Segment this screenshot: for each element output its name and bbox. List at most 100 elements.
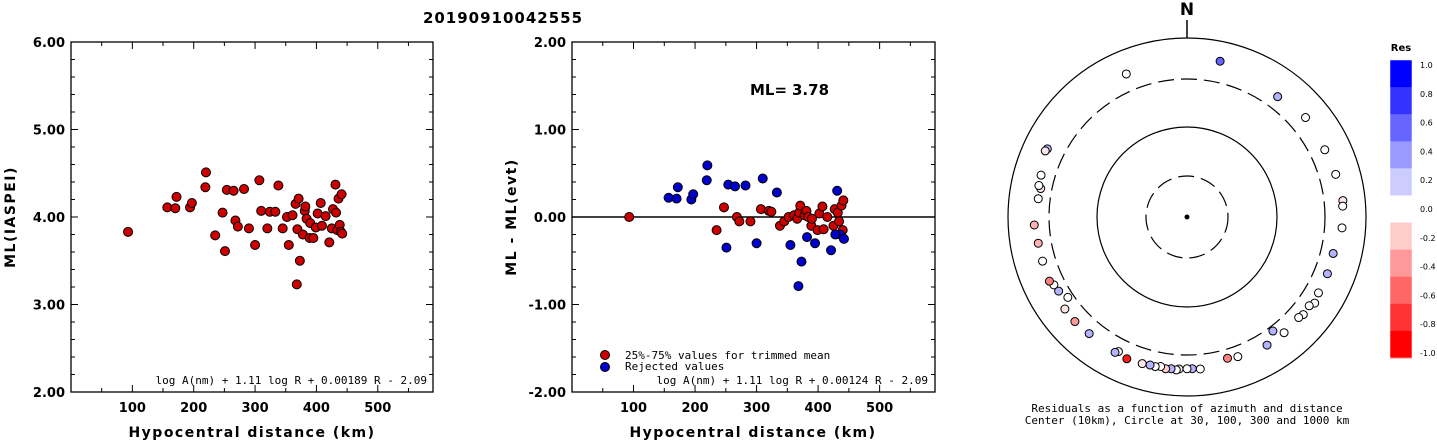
colorbar-cell (1390, 141, 1412, 169)
y-axis-label: ML(IASPEI) (3, 166, 19, 268)
data-point (316, 220, 327, 231)
legend-marker-trimmed (600, 350, 610, 360)
station-marker (1304, 301, 1314, 311)
data-point (283, 240, 294, 250)
data-point (232, 221, 243, 232)
station-marker (1036, 170, 1046, 180)
station-marker (1038, 256, 1048, 266)
data-point (730, 181, 741, 192)
data-point (308, 233, 319, 243)
station-marker (1034, 181, 1044, 191)
data-point (810, 238, 821, 249)
data-point (745, 216, 756, 227)
data-point (300, 201, 311, 212)
data-point (123, 226, 134, 237)
colorbar-cell (1390, 330, 1412, 359)
y-tick-label: 0.00 (534, 211, 566, 226)
data-point (817, 201, 828, 212)
data-point (838, 233, 849, 244)
data-point (771, 187, 782, 198)
data-point (324, 237, 335, 248)
legend-label-trimmed: 25%-75% values for trimmed mean (625, 349, 830, 362)
station-marker (1331, 169, 1341, 179)
data-point (830, 229, 841, 240)
colorbar-cell (1390, 87, 1412, 115)
epicenter-dot (1184, 214, 1190, 220)
station-marker (1044, 276, 1054, 286)
colorbar-cell (1390, 195, 1412, 224)
data-point (818, 224, 829, 235)
station-marker (1273, 92, 1283, 102)
y-tick-label: 3.00 (33, 299, 65, 314)
data-point (806, 213, 817, 224)
data-point (337, 228, 348, 239)
data-point (330, 179, 341, 190)
colorbar-label: -0.2 (1420, 234, 1436, 243)
data-point (294, 255, 305, 266)
data-point (336, 189, 347, 200)
station-marker (1060, 304, 1070, 314)
x-axis-label: Hypocentral distance (km) (128, 425, 375, 441)
y-tick-label: 2.00 (534, 36, 566, 51)
data-point (315, 198, 326, 208)
station-marker (1268, 326, 1278, 336)
data-point (785, 240, 796, 250)
station-marker (1294, 313, 1304, 323)
y-tick-label: -1.00 (529, 299, 566, 314)
data-point (270, 206, 281, 217)
data-point (239, 184, 250, 194)
circle-30km (1145, 175, 1229, 259)
data-point (718, 202, 729, 213)
x-tick-label: 100 (620, 401, 647, 416)
data-point (287, 210, 298, 221)
figure-title: 20190910042555 (423, 9, 583, 27)
colorbar-label: -0.6 (1420, 291, 1436, 300)
data-point (688, 189, 699, 200)
x-axis-label: Hypocentral distance (km) (629, 425, 876, 441)
residual-polar-panel: N Residuals as a function of azimuth and… (1007, 0, 1367, 427)
circle-300km (1048, 78, 1326, 356)
circle-100km (1096, 126, 1278, 308)
station-marker (1033, 194, 1043, 204)
data-point (832, 185, 843, 196)
station-marker (1137, 359, 1147, 369)
station-marker (1121, 69, 1131, 79)
station-marker (1084, 329, 1094, 339)
data-point (210, 230, 221, 241)
colorbar-cell (1390, 249, 1412, 278)
colorbar-label: 0.8 (1420, 90, 1433, 99)
x-tick-label: 300 (743, 401, 770, 416)
colorbar-label: 0.6 (1420, 119, 1433, 128)
polar-caption-line1: Residuals as a function of azimuth and d… (1031, 402, 1342, 415)
residual-colorbar: Res 1.0 0.8 0.6 0.4 0.2 0.0 -0.2 -0.4 -0.6 -0.8 -1… (1389, 43, 1436, 359)
north-label: N (1180, 0, 1194, 20)
x-tick-label: 400 (303, 401, 330, 416)
data-point (254, 175, 265, 186)
y-tick-label: -2.00 (529, 386, 566, 401)
colorbar-label: 0.4 (1420, 147, 1433, 156)
data-point (671, 193, 682, 204)
station-marker (1195, 364, 1205, 374)
colorbar-cell (1390, 60, 1412, 88)
data-point (755, 204, 766, 215)
data-point (250, 240, 261, 250)
data-point (740, 180, 751, 191)
data-point (256, 205, 267, 216)
station-marker (1033, 238, 1043, 248)
station-marker (1233, 352, 1243, 362)
station-marker (1145, 360, 1155, 370)
data-point (243, 223, 254, 234)
colorbar-cell (1390, 276, 1412, 305)
y-tick-label: 5.00 (33, 124, 65, 139)
data-point (217, 207, 228, 218)
y-tick-label: 1.00 (534, 124, 566, 139)
data-point (802, 232, 813, 243)
data-point (171, 191, 182, 202)
attenuation-formula: log A(nm) + 1.11 log R + 0.00124 R - 2.0… (656, 374, 928, 387)
station-marker (1337, 223, 1347, 233)
colorbar-cell (1390, 114, 1412, 142)
colorbar-label: -0.8 (1420, 320, 1436, 329)
data-point (228, 185, 239, 196)
colorbar-label: 1.0 (1420, 61, 1433, 70)
station-marker (1320, 145, 1330, 155)
